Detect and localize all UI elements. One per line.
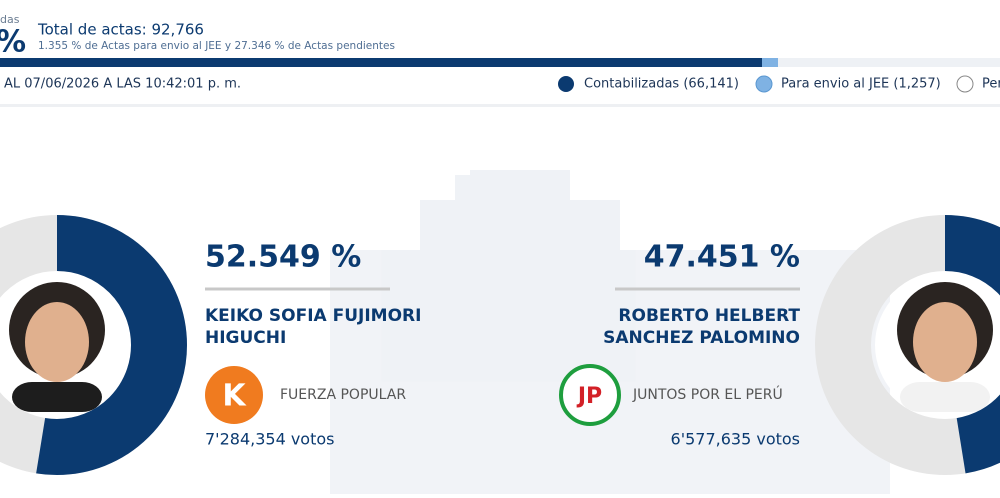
legend-label: Contabilizadas (66,141): [584, 77, 739, 92]
total-actas: Total de actas: 92,766: [37, 21, 204, 39]
candidate-name: SANCHEZ PALOMINO: [603, 328, 800, 348]
status-shadow: [0, 104, 1000, 107]
cut-percent: %: [0, 25, 26, 60]
progress-counted: [0, 58, 762, 67]
legend-label: Para envio al JEE (1,257): [781, 77, 941, 92]
actas-subtitle: 1.355 % de Actas para envio al JEE y 27.…: [38, 40, 395, 52]
candidate-name: HIGUCHI: [205, 328, 286, 348]
party-logo: [559, 364, 621, 426]
vote-count: 7'284,354 votos: [205, 430, 334, 449]
vote-percent: 47.451 %: [644, 240, 800, 275]
party-logo: [205, 366, 263, 424]
timestamp: AL 07/06/2026 A LAS 10:42:01 p. m.: [4, 77, 241, 92]
progress-jee: [762, 58, 778, 67]
candidate-name: ROBERTO HELBERT: [618, 306, 800, 326]
legend-dot: [755, 75, 773, 93]
candidate-name: KEIKO SOFIA FUJIMORI: [205, 306, 421, 326]
party-logo-text: JP: [576, 384, 602, 409]
party-name: JUNTOS POR EL PERÚ: [632, 385, 783, 403]
legend-dot: [558, 76, 574, 92]
vote-count: 6'577,635 votos: [671, 430, 800, 449]
legend-label: Per: [982, 77, 1000, 92]
party-name: FUERZA POPULAR: [280, 387, 406, 403]
cut-label: das: [0, 13, 20, 26]
party-logo-text: K: [222, 379, 247, 414]
photo-body: [900, 382, 990, 412]
photo-face: [25, 302, 89, 382]
photo-body: [12, 382, 102, 412]
donut-arc: [815, 215, 1000, 475]
legend-dot: [956, 75, 974, 93]
vote-percent: 52.549 %: [205, 240, 361, 275]
photo-face: [913, 302, 977, 382]
donut-arc: [0, 215, 187, 475]
background-building: [330, 170, 890, 498]
